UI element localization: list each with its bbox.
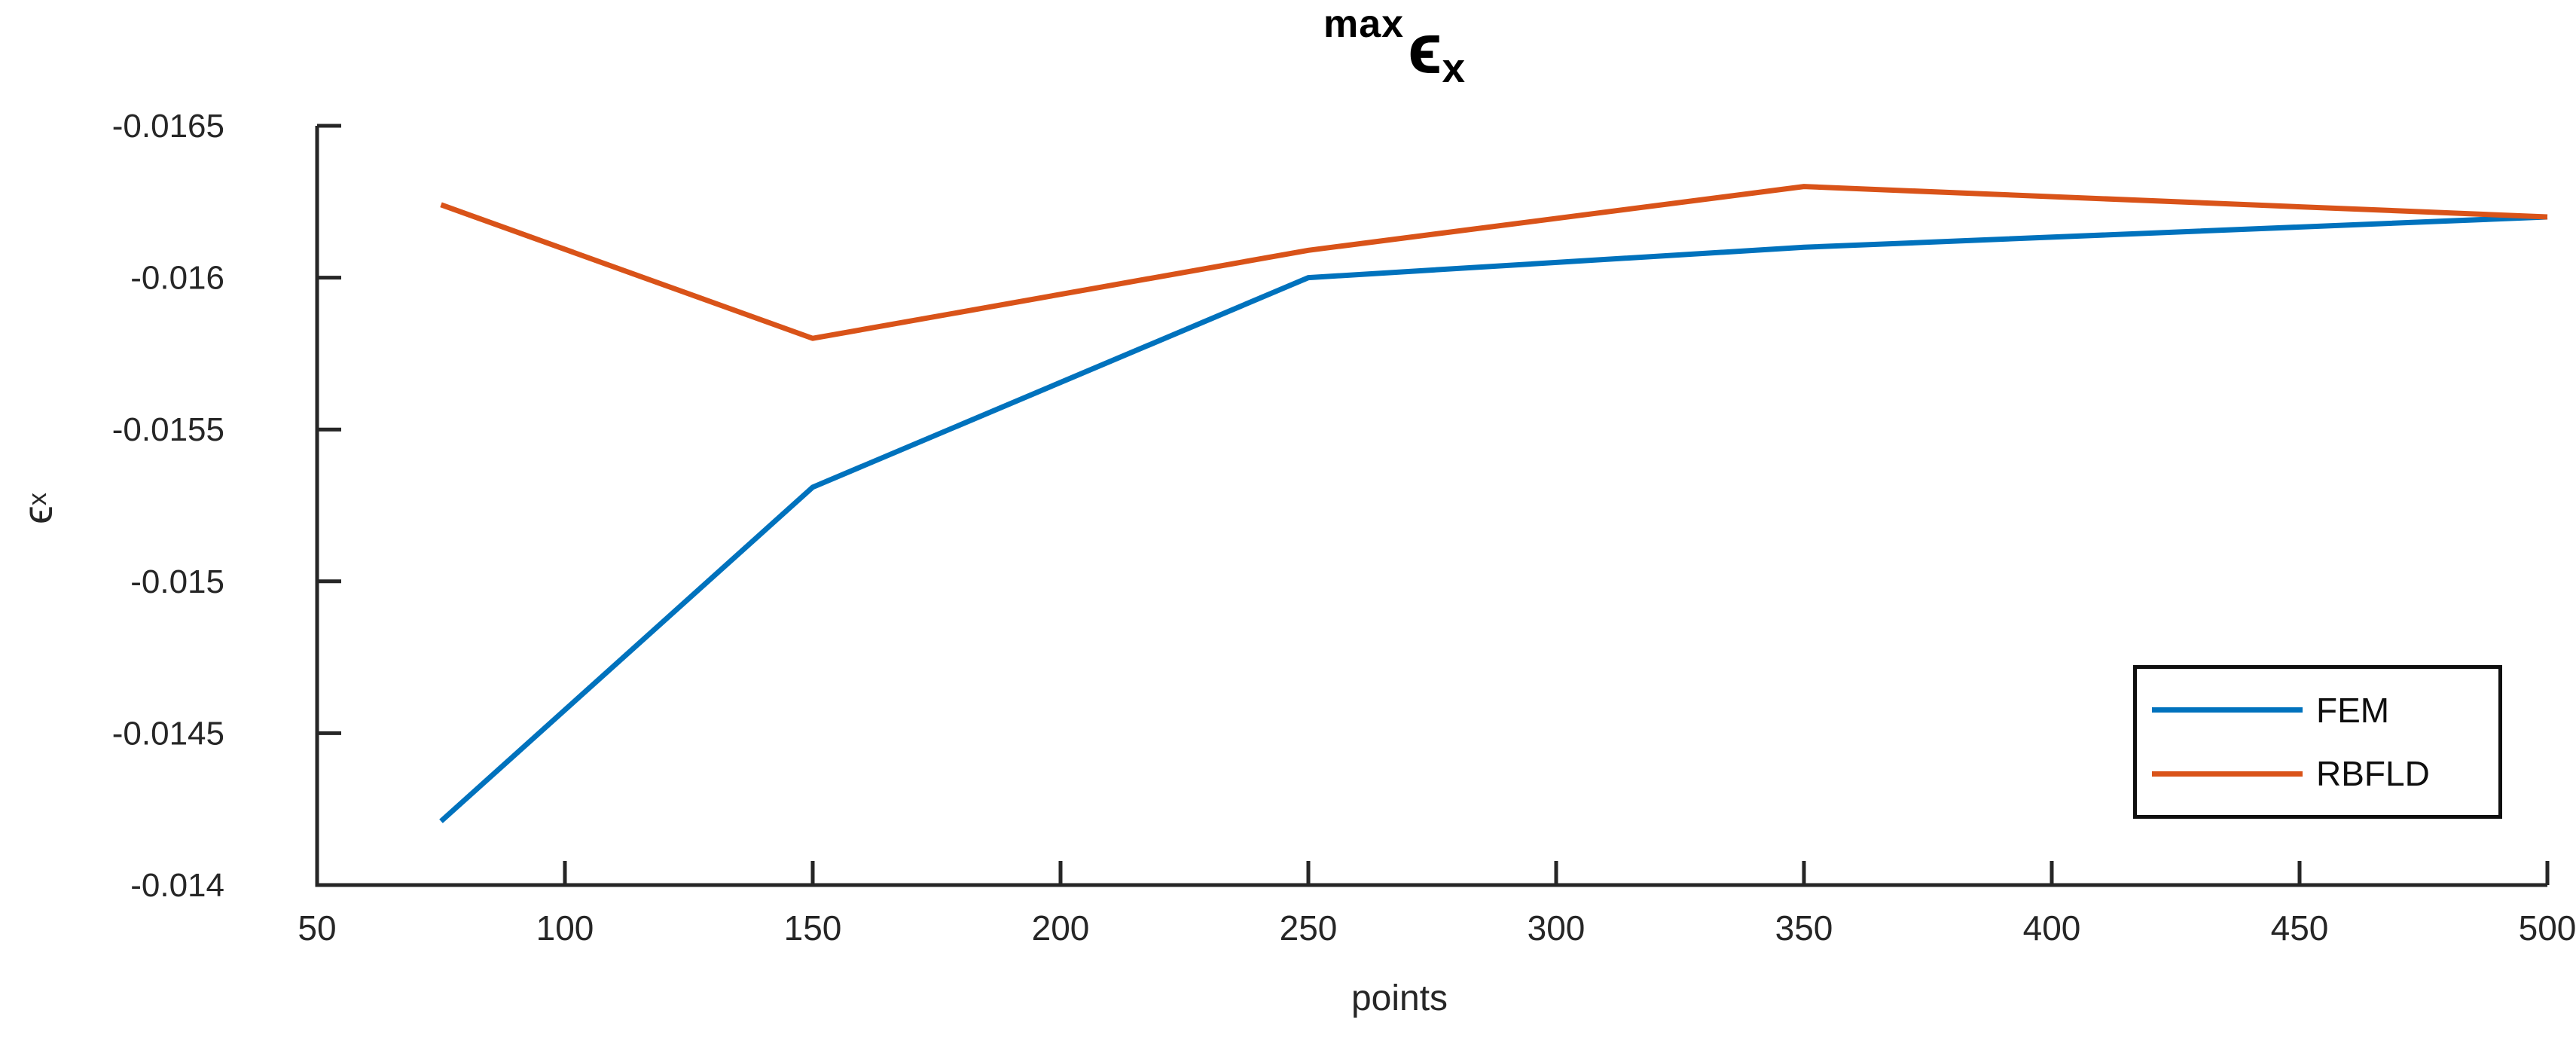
legend-entry-fem: FEM — [2137, 688, 2498, 733]
x-tick-label: 400 — [2023, 908, 2081, 948]
chart-title-prefix: max — [1323, 2, 1405, 46]
y-tick-label: -0.016 — [130, 260, 224, 297]
y-tick-label: -0.015 — [130, 563, 224, 600]
title-subscript: x — [1442, 44, 1466, 91]
y-tick-label: -0.0155 — [112, 411, 224, 448]
x-tick-label: 450 — [2271, 908, 2329, 948]
rbfld-data-line — [440, 184, 2548, 341]
x-tick-label: 100 — [536, 908, 594, 948]
rbfld-line-sample — [2152, 771, 2303, 777]
ylabel-subscript: x — [23, 493, 52, 506]
x-tick-label: 50 — [298, 908, 336, 948]
x-tick-label: 200 — [1032, 908, 1090, 948]
fem-data-line — [439, 214, 2548, 823]
legend-entry-rbfld: RBFLD — [2137, 751, 2498, 796]
x-tick-label: 500 — [2519, 908, 2576, 948]
x-tick-label: 150 — [784, 908, 842, 948]
title-epsilon: ϵ — [1408, 9, 1442, 89]
x-axis-label: points — [1351, 978, 1448, 1018]
y-tick-label: -0.014 — [130, 867, 224, 904]
chart-title-symbol: ϵx — [1408, 14, 1465, 89]
x-tick-label: 350 — [1775, 908, 1833, 948]
ylabel-epsilon: ϵ — [14, 505, 61, 524]
y-tick-label: -0.0145 — [112, 715, 224, 752]
rbfld-legend-label: RBFLD — [2316, 754, 2430, 794]
legend-box: FEM RBFLD — [2133, 665, 2502, 819]
x-tick-label: 250 — [1280, 908, 1338, 948]
x-tick-label: 300 — [1528, 908, 1586, 948]
y-tick-label: -0.0165 — [112, 108, 224, 145]
fem-line-sample — [2152, 707, 2303, 713]
fem-legend-label: FEM — [2316, 690, 2390, 730]
